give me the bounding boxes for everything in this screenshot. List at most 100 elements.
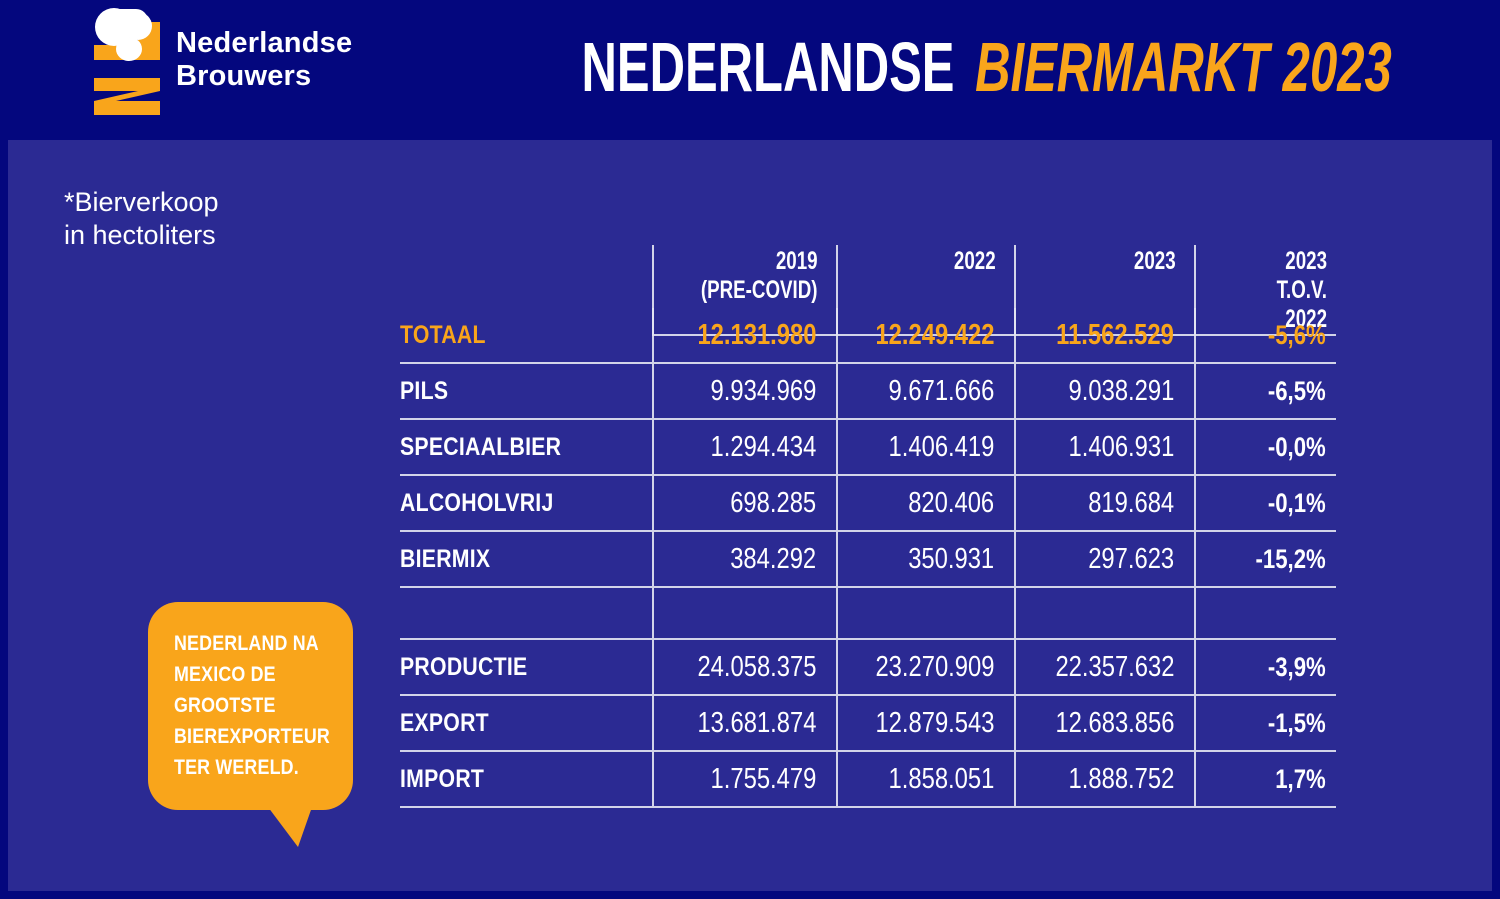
table-row: SPECIAALBIER 1.294.434 1.406.419 1.406.9… [400, 420, 1336, 476]
value-delta: 1,7% [1275, 763, 1327, 794]
value-cell-2022: 9.671.666 [838, 364, 1016, 420]
row-label-cell: TOTAAL [400, 308, 654, 364]
value-2019: 1.755.479 [710, 762, 817, 795]
value-2019: 384.292 [730, 542, 817, 575]
row-label: IMPORT [400, 764, 485, 793]
value-2023: 1.406.931 [1068, 430, 1175, 463]
value-cell-delta: 1,7% [1196, 752, 1336, 808]
value-cell-2023: 819.684 [1016, 476, 1196, 532]
value-2022: 12.879.543 [875, 706, 995, 739]
callout-bubble: NEDERLAND NA MEXICO DE GROOTSTE BIEREXPO… [148, 602, 353, 847]
unit-footnote: *Bierverkoop in hectoliters [64, 187, 219, 250]
value-cell-2019: 13.681.874 [654, 696, 838, 752]
value-cell-2019 [654, 588, 838, 640]
header-cell-empty [400, 245, 654, 336]
value-2022: 350.931 [908, 542, 995, 575]
value-cell-delta: -1,5% [1196, 696, 1336, 752]
row-label-cell: PRODUCTIE [400, 640, 654, 696]
value-2023: 9.038.291 [1068, 374, 1175, 407]
header-label: 2019 (PRE-COVID) [701, 247, 818, 304]
brand-wordmark: Nederlandse Brouwers [176, 27, 353, 92]
value-delta: -0,1% [1268, 487, 1327, 518]
row-label: SPECIAALBIER [400, 432, 562, 461]
table-row: PILS 9.934.969 9.671.666 9.038.291 -6,5% [400, 364, 1336, 420]
row-label-cell: BIERMIX [400, 532, 654, 588]
value-cell-delta: -3,9% [1196, 640, 1336, 696]
value-cell-delta: -6,5% [1196, 364, 1336, 420]
value-delta: -5,6% [1268, 319, 1327, 350]
header-cell-2019: 2019 (PRE-COVID) [654, 245, 838, 336]
value-cell-delta: -15,2% [1196, 532, 1336, 588]
row-label: ALCOHOLVRIJ [400, 488, 554, 517]
value-cell-2019: 384.292 [654, 532, 838, 588]
value-cell-2022: 820.406 [838, 476, 1016, 532]
value-2023: 297.623 [1088, 542, 1175, 575]
table-header-row: 2019 (PRE-COVID) 2022 2023 2023 T.O.V. 2… [400, 245, 1336, 336]
table-row: EXPORT 13.681.874 12.879.543 12.683.856 … [400, 696, 1336, 752]
value-cell-2019: 698.285 [654, 476, 838, 532]
row-label-cell: IMPORT [400, 752, 654, 808]
value-cell-2022: 12.249.422 [838, 308, 1016, 364]
value-cell-2022: 350.931 [838, 532, 1016, 588]
row-label: PRODUCTIE [400, 652, 528, 681]
value-2022: 12.249.422 [875, 318, 995, 351]
value-cell-2023: 297.623 [1016, 532, 1196, 588]
value-2019: 698.285 [730, 486, 817, 519]
table-row: IMPORT 1.755.479 1.858.051 1.888.752 1,7… [400, 752, 1336, 808]
row-label-cell [400, 588, 654, 640]
table-row: BIERMIX 384.292 350.931 297.623 -15,2% [400, 532, 1336, 588]
page-title-white: NEDERLANDSE [581, 28, 955, 106]
value-cell-2023: 11.562.529 [1016, 308, 1196, 364]
row-label: PILS [400, 376, 449, 405]
table-row: PRODUCTIE 24.058.375 23.270.909 22.357.6… [400, 640, 1336, 696]
value-cell-2023: 1.406.931 [1016, 420, 1196, 476]
table-row: TOTAAL 12.131.980 12.249.422 11.562.529 … [400, 308, 1336, 364]
value-delta: -3,9% [1268, 651, 1327, 682]
value-delta: -1,5% [1268, 707, 1327, 738]
header-label: 2023 [1134, 247, 1176, 275]
value-cell-2019: 1.755.479 [654, 752, 838, 808]
value-delta: -15,2% [1255, 543, 1327, 574]
value-cell-2023: 1.888.752 [1016, 752, 1196, 808]
row-label-cell: EXPORT [400, 696, 654, 752]
value-2023: 12.683.856 [1055, 706, 1175, 739]
value-cell-2023: 22.357.632 [1016, 640, 1196, 696]
header-cell-delta: 2023 T.O.V. 2022 [1196, 245, 1336, 336]
value-cell-2023: 12.683.856 [1016, 696, 1196, 752]
value-2023: 11.562.529 [1056, 318, 1175, 351]
value-2022: 1.858.051 [888, 762, 995, 795]
value-2019: 1.294.434 [710, 430, 817, 463]
value-2019: 13.681.874 [697, 706, 817, 739]
value-2022: 23.270.909 [875, 650, 995, 683]
value-cell-2019: 12.131.980 [654, 308, 838, 364]
value-cell-delta: -0,1% [1196, 476, 1336, 532]
callout-text: NEDERLAND NA MEXICO DE GROOTSTE BIEREXPO… [174, 632, 330, 779]
nederlandse-brouwers-logo-icon [94, 8, 160, 115]
value-2022: 820.406 [908, 486, 995, 519]
value-cell-2022: 1.406.419 [838, 420, 1016, 476]
value-cell-delta: -0,0% [1196, 420, 1336, 476]
value-cell-2022 [838, 588, 1016, 640]
value-delta: -0,0% [1268, 431, 1327, 462]
header-cell-2023: 2023 [1016, 245, 1196, 336]
value-cell-2019: 24.058.375 [654, 640, 838, 696]
value-2019: 24.058.375 [697, 650, 817, 683]
value-cell-2019: 9.934.969 [654, 364, 838, 420]
row-label: BIERMIX [400, 544, 491, 573]
value-delta: -6,5% [1268, 375, 1327, 406]
value-cell-2023 [1016, 588, 1196, 640]
value-2022: 1.406.419 [888, 430, 995, 463]
value-cell-2019: 1.294.434 [654, 420, 838, 476]
header-label: 2022 [954, 247, 996, 275]
table-row [400, 588, 1336, 640]
page-title-orange: BIERMARKT 2023 [975, 28, 1392, 106]
value-2023: 819.684 [1088, 486, 1175, 519]
value-cell-2022: 23.270.909 [838, 640, 1016, 696]
value-2023: 1.888.752 [1068, 762, 1175, 795]
header-cell-2022: 2022 [838, 245, 1016, 336]
table-row: ALCOHOLVRIJ 698.285 820.406 819.684 -0,1… [400, 476, 1336, 532]
row-label: EXPORT [400, 708, 489, 737]
row-label-cell: PILS [400, 364, 654, 420]
beer-market-table: 2019 (PRE-COVID) 2022 2023 2023 T.O.V. 2… [400, 245, 1336, 808]
